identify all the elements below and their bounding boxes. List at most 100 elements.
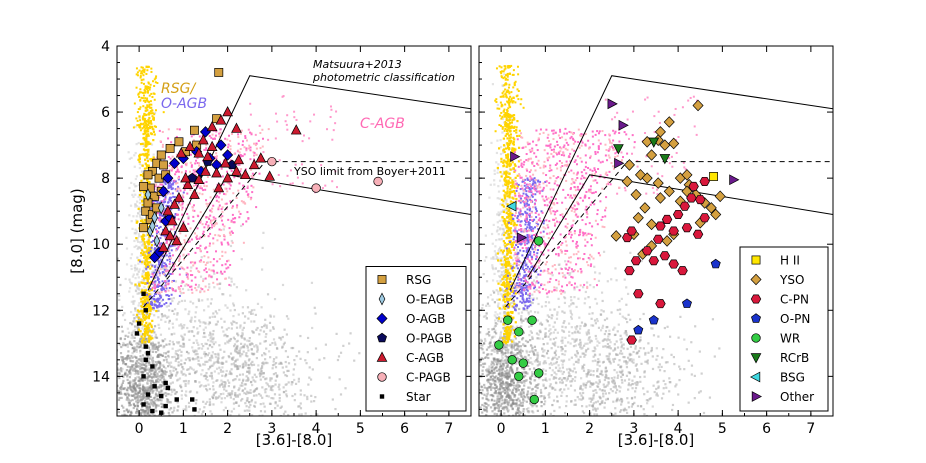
cagb-dot — [334, 122, 337, 125]
density-cell — [152, 362, 155, 366]
rsg-dot — [150, 307, 153, 310]
cagb-dot — [217, 234, 220, 237]
density-cell — [208, 398, 211, 401]
density-cell — [502, 362, 505, 365]
density-cell — [136, 284, 139, 287]
density-cell — [180, 359, 183, 362]
density-cell — [298, 413, 301, 416]
density-cell — [152, 381, 155, 384]
cagb-dot — [200, 187, 203, 190]
density-cell — [286, 369, 289, 373]
density-cell — [139, 341, 143, 344]
cagb-dot — [177, 175, 180, 178]
density-cell — [97, 363, 99, 365]
rsg-dot — [143, 305, 147, 308]
rsg-dot — [147, 340, 151, 343]
density-cell — [204, 326, 207, 329]
cagb-dot — [199, 211, 202, 214]
point-c-agb — [177, 221, 189, 232]
density-cell — [138, 215, 141, 218]
density-cell — [260, 367, 263, 370]
density-cell — [141, 385, 145, 389]
rsg-dot — [138, 69, 141, 72]
density-cell — [132, 383, 135, 386]
density-cell — [267, 385, 271, 388]
cagb-dot — [215, 196, 218, 199]
density-cell — [124, 357, 127, 360]
rsg-dot — [150, 157, 153, 161]
cagb-dot — [183, 239, 186, 242]
density-cell — [83, 385, 85, 387]
cagb-dot — [195, 267, 198, 270]
rsg-dot — [143, 256, 146, 259]
density-cell — [263, 388, 267, 391]
density-cell — [497, 376, 500, 380]
point-c-agb — [193, 147, 205, 158]
density-cell — [246, 344, 249, 347]
density-cell — [155, 347, 158, 350]
density-cell — [228, 392, 231, 395]
cagb-dot — [251, 191, 254, 194]
density-cell — [491, 377, 495, 381]
density-cell — [136, 405, 139, 408]
density-cell — [193, 414, 196, 416]
cagb-dot — [227, 146, 230, 149]
density-cell — [141, 272, 144, 275]
density-cell — [167, 411, 170, 414]
density-cell — [311, 368, 314, 371]
annotations: Matsuura+2013 photometric classification… — [161, 58, 455, 178]
rsg-dot — [143, 71, 146, 74]
density-cell — [241, 389, 245, 392]
oagb-dot — [170, 293, 173, 296]
rsg-dot — [151, 127, 154, 130]
density-cell — [127, 151, 130, 154]
density-cell — [284, 350, 287, 353]
rsg-dot — [139, 189, 142, 193]
density-cell — [338, 378, 341, 381]
density-cell — [129, 365, 132, 369]
density-cell — [176, 349, 180, 352]
density-cell — [241, 373, 245, 376]
rsg-dot — [147, 298, 150, 301]
density-cell — [522, 319, 525, 322]
cagb-dot — [235, 196, 238, 199]
density-cell — [236, 347, 239, 350]
density-cell — [239, 324, 242, 327]
rsg-dot — [141, 281, 144, 285]
density-cell — [151, 347, 154, 350]
oagb-dot — [155, 306, 158, 309]
density-cell — [520, 392, 523, 395]
density-cell — [142, 370, 145, 373]
density-cell — [138, 318, 141, 321]
cagb-dot — [239, 148, 242, 151]
density-cell — [138, 316, 141, 319]
density-cell — [233, 365, 237, 368]
density-cell — [285, 393, 288, 396]
density-cell — [220, 382, 223, 385]
density-cell — [492, 357, 495, 360]
density-cell — [147, 387, 150, 390]
density-cell — [145, 409, 148, 412]
density-cell — [139, 355, 142, 358]
oagb-dot — [172, 195, 175, 198]
density-cell — [178, 300, 181, 304]
density-cell — [223, 334, 226, 337]
density-cell — [241, 397, 244, 401]
cagb-dot — [220, 167, 223, 170]
density-cell — [141, 359, 144, 362]
point-star — [165, 385, 171, 391]
cagb-dot — [301, 140, 304, 143]
cagb-dot — [174, 244, 177, 247]
density-cell — [520, 317, 523, 320]
cagb-dot — [230, 230, 233, 233]
density-cell — [113, 373, 115, 375]
density-cell — [200, 373, 203, 376]
density-cell — [114, 396, 116, 398]
density-cell — [135, 244, 138, 248]
density-cell — [139, 343, 143, 346]
cagb-dot — [219, 131, 222, 134]
density-cell — [245, 289, 248, 292]
density-cell — [121, 387, 124, 390]
cagb-dot — [168, 164, 171, 167]
density-cell — [198, 381, 201, 384]
